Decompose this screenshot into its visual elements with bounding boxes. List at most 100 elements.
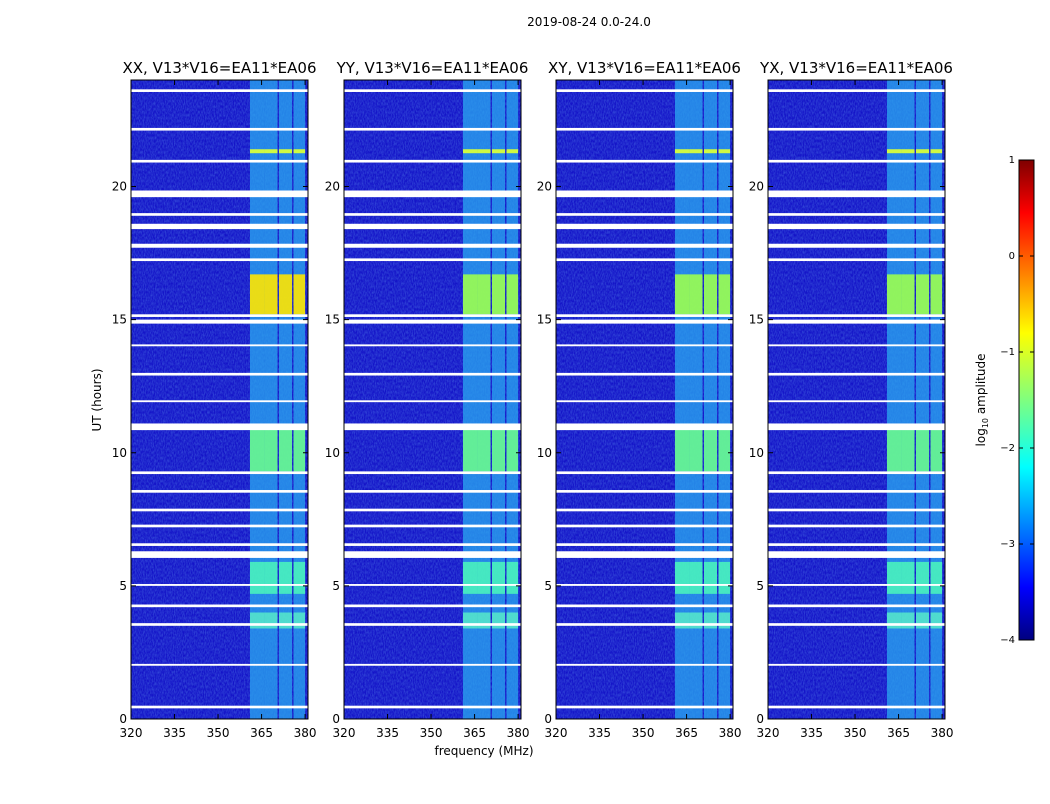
- flagged-interval: [768, 258, 945, 262]
- y-tick-label: 5: [119, 579, 127, 593]
- noise-texture: [131, 80, 308, 719]
- flagged-interval: [768, 663, 945, 666]
- colorbar-gradient: [1018, 159, 1035, 641]
- flagged-interval: [768, 213, 945, 216]
- flagged-interval: [768, 319, 945, 324]
- flagged-interval: [768, 400, 945, 403]
- flagged-interval: [131, 190, 308, 198]
- y-axis-label: UT (hours): [90, 368, 104, 431]
- rfi-hotspot: [689, 274, 703, 315]
- panel-3: XY, V13*V16=EA11*EA06 320 335 350 365 380 0 5 10…: [537, 59, 742, 740]
- rfi-hotspot: [491, 428, 506, 472]
- flagged-interval: [131, 159, 308, 163]
- colorbar-tick-label: 0: [1009, 251, 1015, 262]
- flagged-interval: [556, 508, 733, 512]
- rfi-band: [491, 80, 506, 719]
- flagged-interval: [131, 705, 308, 709]
- flagged-interval: [768, 551, 945, 558]
- x-tick-label: 380: [931, 726, 954, 740]
- flagged-interval: [131, 372, 308, 376]
- rfi-band: [915, 80, 930, 719]
- colorbar-tick-label: −3: [1000, 539, 1015, 550]
- flagged-interval: [556, 705, 733, 709]
- rfi-hotspot: [506, 428, 519, 472]
- flagged-interval: [768, 314, 945, 317]
- flagged-interval: [344, 524, 521, 528]
- noise-texture: [768, 80, 945, 719]
- flagged-interval: [556, 663, 733, 666]
- rfi-hotspot: [278, 561, 293, 594]
- flagged-interval: [556, 258, 733, 262]
- flagged-interval: [131, 543, 308, 546]
- flagged-interval: [556, 223, 733, 230]
- rfi-band: [264, 80, 278, 719]
- colorbar-tick-label: 1: [1009, 155, 1015, 166]
- flagged-interval: [556, 490, 733, 493]
- flagged-interval: [344, 584, 521, 586]
- flagged-interval: [344, 190, 521, 198]
- flagged-interval: [131, 213, 308, 216]
- flagged-interval: [131, 663, 308, 666]
- rfi-hotspot: [718, 612, 731, 629]
- panel-4: YX, V13*V16=EA11*EA06 320 335 350 365 380 0 5 10…: [749, 59, 954, 740]
- colorbar-tick-label: −1: [1000, 347, 1015, 358]
- flagged-interval: [344, 258, 521, 262]
- flagged-interval: [344, 89, 521, 92]
- rfi-hotspot: [278, 428, 293, 472]
- flagged-interval: [344, 623, 521, 626]
- rfi-hotspot: [886, 561, 902, 594]
- flagged-interval: [344, 705, 521, 709]
- rfi-hotspot: [293, 274, 306, 315]
- colorbar-label: log10 amplitude: [974, 354, 990, 447]
- flagged-interval: [768, 243, 945, 248]
- flagged-interval: [344, 319, 521, 324]
- rfi-band: [901, 80, 915, 719]
- rfi-hotspot: [674, 612, 690, 629]
- x-tick-label: 335: [588, 726, 611, 740]
- rfi-hotspot: [293, 428, 306, 472]
- flagged-interval: [131, 89, 308, 92]
- flagged-interval: [768, 190, 945, 198]
- rfi-band: [477, 80, 491, 719]
- flagged-interval: [768, 623, 945, 626]
- rfi-band: [930, 80, 943, 719]
- flagged-interval: [131, 490, 308, 493]
- flagged-interval: [131, 258, 308, 262]
- y-tick-label: 10: [112, 446, 127, 460]
- flagged-interval: [344, 663, 521, 666]
- flagged-interval: [556, 551, 733, 558]
- flagged-interval: [556, 372, 733, 376]
- rfi-hotspot: [264, 561, 278, 594]
- flagged-interval: [768, 372, 945, 376]
- rfi-hotspot: [264, 149, 278, 154]
- rfi-hotspot: [703, 428, 718, 472]
- x-tick-label: 365: [463, 726, 486, 740]
- flagged-interval: [556, 127, 733, 131]
- flagged-interval: [768, 89, 945, 92]
- flagged-interval: [556, 213, 733, 216]
- rfi-hotspot: [249, 561, 265, 594]
- x-tick-label: 335: [163, 726, 186, 740]
- flagged-interval: [344, 543, 521, 546]
- flagged-interval: [344, 551, 521, 558]
- flagged-interval: [556, 423, 733, 431]
- flagged-interval: [768, 524, 945, 528]
- rfi-hotspot: [901, 428, 915, 472]
- rfi-hotspot: [689, 149, 703, 154]
- rfi-hotspot: [477, 274, 491, 315]
- flagged-interval: [344, 604, 521, 608]
- rfi-hotspot: [264, 274, 278, 315]
- colorbar: 1 0 −1 −2 −3 −4 log10 amplitude: [974, 155, 1035, 646]
- rfi-hotspot: [886, 149, 902, 154]
- flagged-interval: [768, 223, 945, 230]
- rfi-hotspot: [477, 612, 491, 629]
- x-tick-label: 335: [376, 726, 399, 740]
- rfi-hotspot: [886, 612, 902, 629]
- rfi-hotspot: [249, 612, 265, 629]
- flagged-interval: [768, 490, 945, 493]
- flagged-interval: [344, 508, 521, 512]
- flagged-interval: [131, 551, 308, 558]
- rfi-hotspot: [462, 612, 478, 629]
- flagged-interval: [344, 400, 521, 403]
- y-tick-label: 0: [544, 712, 552, 726]
